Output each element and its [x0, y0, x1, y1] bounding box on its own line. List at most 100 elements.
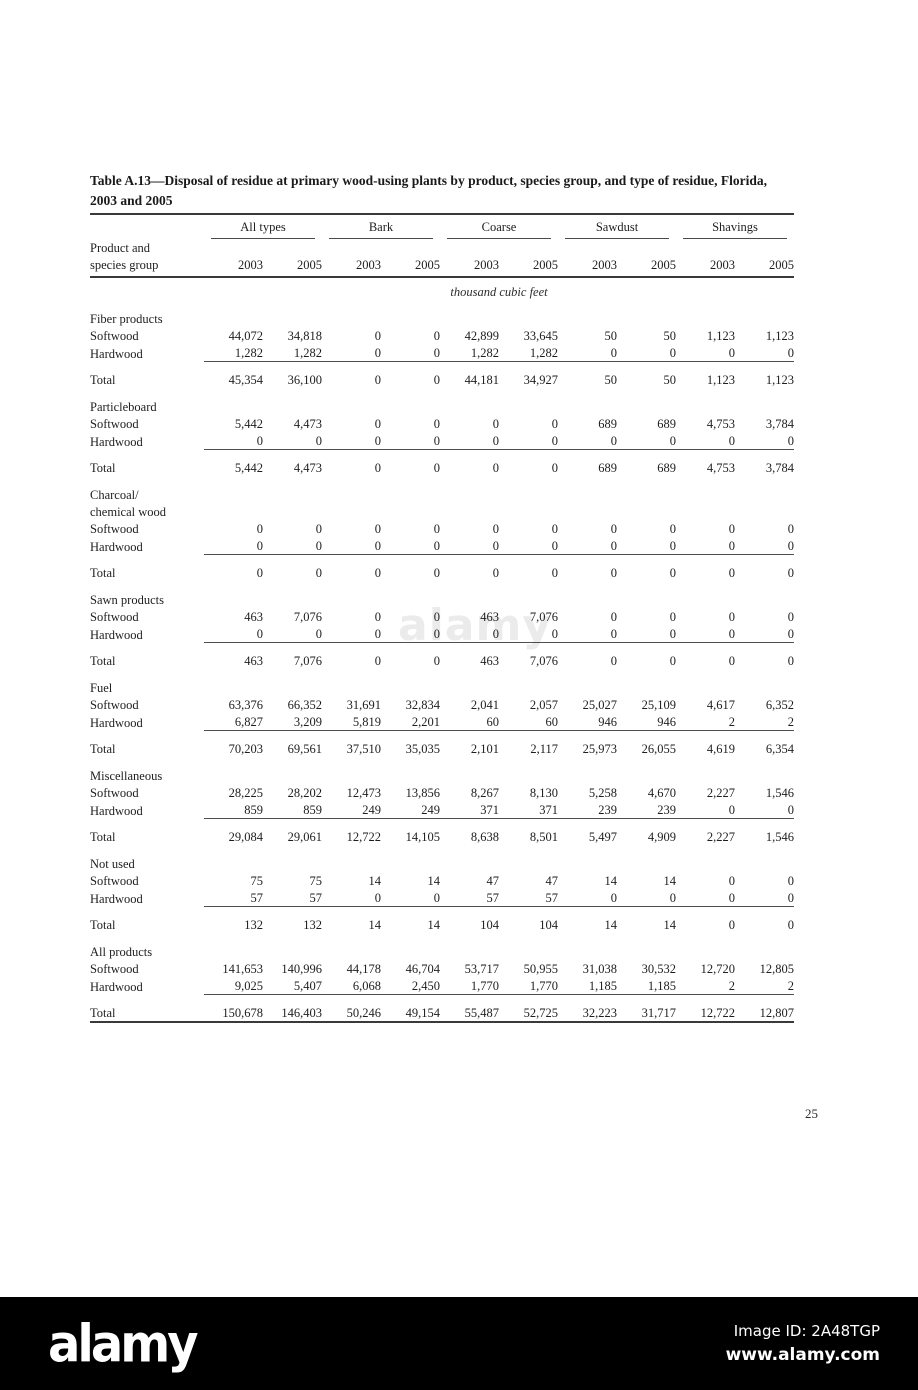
cell-value: 12,722	[346, 830, 382, 844]
cell-value: 0	[610, 522, 618, 536]
cell-value: 32,223	[558, 1004, 618, 1023]
cell-value: 0	[433, 566, 441, 580]
row-label-total: Total	[90, 742, 116, 756]
table-row: Total 70,203 69,561 37,510 35,035 2,101 2,117 2…	[90, 740, 794, 757]
cell-value: 2	[735, 713, 795, 731]
cell-value: 7,076	[529, 654, 559, 668]
spacer-row	[90, 731, 794, 741]
cell-value: 13,856	[405, 786, 441, 800]
cell-value: 0	[381, 625, 441, 643]
cell-value: 0	[381, 889, 441, 907]
cell-value: 4,753	[706, 417, 736, 431]
cell-value: 0	[374, 610, 382, 624]
cell-value: 60	[499, 713, 559, 731]
row-label-hardwood: Hardwood	[90, 434, 143, 449]
section-label: Fuel	[90, 681, 113, 695]
cell-value: 46,704	[405, 962, 441, 976]
row-label-total: Total	[90, 830, 116, 844]
row-label-softwood: Softwood	[90, 417, 139, 431]
cell-value: 14	[663, 918, 677, 932]
spacer-row	[90, 907, 794, 917]
row-label-total: Total	[90, 373, 116, 387]
spacer-row	[90, 388, 794, 398]
table-row: Hardwood 0 0 0 0 0 0 0 0 0 0	[90, 625, 795, 643]
row-label-hardwood: Hardwood	[90, 803, 143, 818]
cell-value: 371	[499, 801, 559, 819]
cell-value: 4,670	[647, 786, 677, 800]
cell-value: 0	[676, 889, 736, 907]
cell-value: 0	[617, 537, 677, 555]
cell-value: 14	[663, 874, 677, 888]
cell-value: 57	[499, 889, 559, 907]
cell-value: 5,407	[263, 977, 323, 995]
cell-value: 0	[433, 373, 441, 387]
section-label: Particleboard	[90, 400, 157, 414]
cell-value: 0	[433, 461, 441, 475]
cell-value: 8,267	[470, 786, 500, 800]
cell-value: 29,061	[287, 830, 323, 844]
cell-value: 14	[368, 874, 382, 888]
cell-value: 8,501	[529, 830, 559, 844]
cell-value: 9,025	[204, 977, 263, 995]
spacer-row	[90, 581, 794, 591]
section-header-row: Not used	[90, 855, 794, 872]
cell-value: 36,100	[287, 373, 323, 387]
cell-value: 3,784	[765, 417, 795, 431]
cell-value: 0	[669, 654, 677, 668]
cell-value: 859	[263, 801, 323, 819]
cell-value: 689	[598, 461, 618, 475]
cell-value: 0	[433, 610, 441, 624]
section-label: Charcoal/	[90, 488, 139, 502]
section-header-row: Sawn products	[90, 591, 794, 608]
cell-value: 132	[244, 918, 263, 932]
table-row: Total 132 132 14 14 104 104 14 14 0 0	[90, 916, 794, 933]
cell-value: 1,123	[765, 373, 795, 387]
cell-value: 12,722	[676, 1004, 736, 1023]
cell-value: 0	[256, 566, 263, 580]
year-header: 2003	[322, 256, 382, 278]
cell-value: 31,691	[346, 698, 382, 712]
cell-value: 34,818	[287, 329, 323, 343]
cell-value: 689	[657, 417, 677, 431]
cell-value: 0	[735, 625, 795, 643]
row-label-hardwood: Hardwood	[90, 627, 143, 642]
cell-value: 47	[545, 874, 559, 888]
cell-value: 0	[492, 522, 500, 536]
cell-value: 2,117	[530, 742, 559, 756]
cell-value: 0	[263, 625, 323, 643]
spacer-row	[90, 845, 794, 855]
cell-value: 371	[440, 801, 500, 819]
cell-value: 50,246	[322, 1004, 382, 1023]
cell-value: 70,203	[228, 742, 263, 756]
cell-value: 0	[315, 522, 323, 536]
cell-value: 2,041	[470, 698, 500, 712]
section-header-row: Fuel	[90, 679, 794, 696]
cell-value: 463	[480, 654, 500, 668]
cell-value: 463	[244, 610, 263, 624]
cell-value: 45,354	[228, 373, 263, 387]
cell-value: 0	[735, 344, 795, 362]
cell-value: 0	[669, 522, 677, 536]
year-header: 2005	[263, 256, 323, 278]
stub-header-line2: species group	[90, 256, 204, 278]
year-header: 2003	[204, 256, 263, 278]
cell-value: 34,927	[523, 373, 559, 387]
cell-value: 57	[204, 889, 263, 907]
cell-value: 0	[676, 537, 736, 555]
cell-value: 463	[244, 654, 263, 668]
column-group-all-types: All types	[204, 213, 323, 239]
cell-value: 75	[250, 874, 264, 888]
table-row: Total 150,678 146,403 50,246 49,154 55,487 52,…	[90, 1004, 795, 1023]
cell-value: 1,282	[263, 344, 323, 362]
spacer-row	[90, 300, 794, 310]
cell-value: 0	[735, 801, 795, 819]
cell-value: 104	[480, 918, 500, 932]
table-title-line1: Table A.13—Disposal of residue at primar…	[90, 173, 767, 188]
year-header: 2005	[499, 256, 559, 278]
cell-value: 0	[204, 625, 263, 643]
section-header-row: Charcoal/	[90, 486, 794, 503]
cell-value: 1,546	[765, 786, 795, 800]
cell-value: 0	[322, 537, 382, 555]
cell-value: 50	[663, 329, 677, 343]
cell-value: 28,225	[228, 786, 263, 800]
